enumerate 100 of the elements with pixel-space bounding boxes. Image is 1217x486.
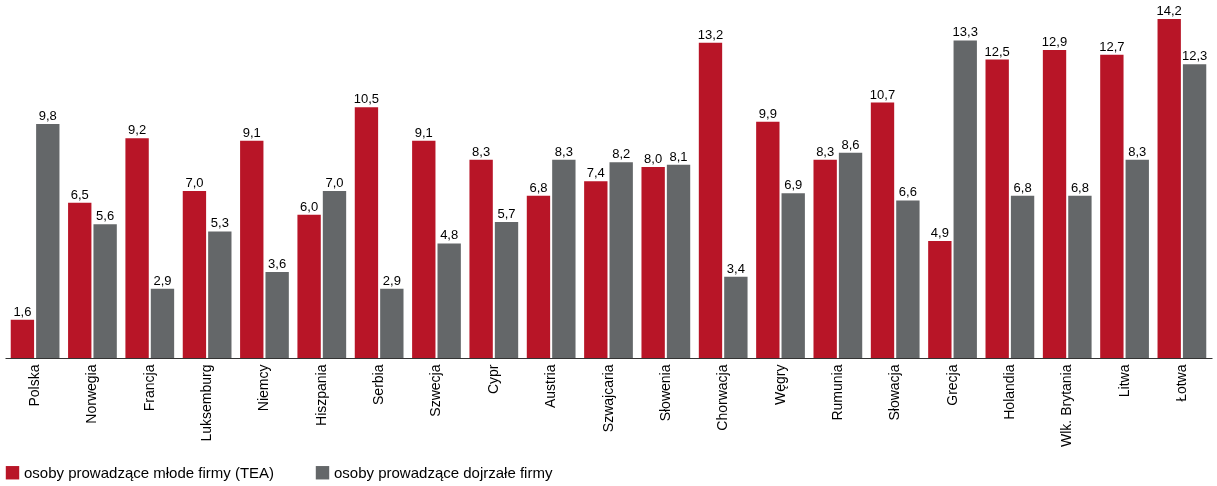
x-tick-label: Litwa (1115, 364, 1132, 398)
data-label: 13,3 (952, 24, 978, 40)
data-label: 8,3 (1128, 143, 1147, 159)
data-label: 6,0 (300, 198, 319, 214)
data-label: 5,6 (96, 208, 115, 224)
data-label: 8,3 (554, 143, 573, 159)
bar (412, 140, 436, 358)
x-tick-label: Holandia (1000, 364, 1017, 420)
bar (870, 102, 895, 358)
bar (985, 59, 1009, 358)
bar (756, 121, 780, 358)
data-label: 9,1 (242, 124, 261, 140)
bar (93, 224, 117, 358)
bar (265, 272, 289, 358)
bar (609, 162, 633, 358)
data-label: 5,7 (497, 205, 516, 221)
x-tick-label: Luksemburg (198, 364, 215, 442)
bar (36, 124, 60, 358)
data-label: 9,9 (758, 105, 777, 121)
bar (838, 152, 863, 358)
x-tick-label: Cypr (484, 364, 501, 395)
x-tick-label: Wlk. Brytania (1058, 364, 1075, 447)
data-label: 4,8 (440, 227, 459, 243)
data-label: 10,7 (869, 86, 896, 102)
data-label: 6,6 (898, 184, 917, 200)
x-tick-label: Chorwacja (714, 364, 731, 431)
bar (584, 181, 608, 358)
x-tick-label: Niemcy (255, 364, 272, 412)
data-label: 14,2 (1156, 3, 1182, 18)
data-label: 6,8 (1070, 179, 1089, 195)
legend-label: osoby prowadzące młode firmy (TEA) (24, 463, 275, 481)
x-tick-label: Serbia (370, 364, 387, 405)
x-tick-label: Szwajcaria (599, 364, 616, 433)
data-label: 6,9 (784, 177, 803, 193)
bar (1042, 50, 1067, 358)
bar (724, 276, 748, 358)
bar (208, 231, 232, 358)
data-label: 9,8 (38, 108, 57, 124)
bar (182, 190, 207, 358)
data-label: 3,4 (726, 260, 745, 276)
data-label: 2,9 (153, 272, 172, 288)
bar (469, 159, 493, 358)
x-tick-label: Słowenia (656, 364, 673, 422)
x-tick-label: Łotwa (1172, 364, 1189, 402)
data-label: 9,2 (128, 122, 147, 138)
bar (1125, 159, 1149, 358)
bar (666, 164, 691, 358)
data-label: 7,0 (185, 174, 204, 190)
x-tick-label: Norwegia (83, 364, 100, 424)
bar (953, 40, 977, 358)
data-label: 2,9 (382, 272, 401, 288)
bar (526, 195, 551, 358)
data-label: 6,8 (1013, 179, 1032, 195)
data-label: 12,7 (1099, 38, 1125, 54)
x-tick-label: Francja (140, 364, 157, 412)
data-label: 8,3 (816, 143, 835, 159)
data-label: 5,3 (210, 215, 229, 231)
data-label: 8,1 (669, 148, 688, 164)
bar (150, 288, 175, 358)
x-tick-label: Słowacja (886, 364, 903, 421)
data-label: 6,8 (529, 179, 548, 195)
bar (928, 241, 952, 358)
bar (698, 42, 723, 358)
x-tick-label: Grecja (943, 364, 960, 406)
data-label: 7,4 (586, 165, 605, 181)
x-tick-label: Polska (26, 364, 43, 407)
bar (380, 288, 404, 358)
data-label: 6,5 (70, 186, 89, 202)
data-label: 1,6 (13, 303, 32, 319)
bar (1068, 195, 1092, 358)
bar (1157, 19, 1181, 358)
bar (68, 202, 92, 358)
data-label: 9,1 (414, 124, 433, 140)
data-label: 10,5 (353, 91, 380, 107)
bar (322, 190, 347, 358)
data-label: 12,5 (984, 43, 1010, 59)
bar (297, 214, 321, 358)
data-label: 4,9 (930, 225, 949, 241)
bar (1010, 195, 1035, 358)
bar (641, 167, 665, 358)
data-label: 8,6 (841, 136, 860, 152)
data-label: 3,6 (268, 256, 287, 272)
bar (437, 243, 461, 358)
bar (781, 193, 805, 358)
x-tick-label: Austria (542, 364, 559, 409)
bar (494, 221, 519, 358)
bar (1182, 64, 1207, 358)
data-label: 12,9 (1041, 34, 1068, 50)
data-label: 8,2 (612, 146, 631, 162)
x-tick-label: Rumunia (828, 364, 845, 421)
bar (354, 107, 379, 358)
bar (10, 319, 35, 358)
data-label: 12,3 (1181, 48, 1208, 64)
x-tick-label: Szwecja (427, 364, 444, 417)
bar (240, 140, 264, 358)
bar (1100, 54, 1124, 358)
data-label: 8,3 (472, 143, 491, 159)
bar (896, 200, 920, 358)
bar (552, 159, 576, 358)
legend-label: osoby prowadzące dojrzałe firmy (334, 463, 553, 481)
